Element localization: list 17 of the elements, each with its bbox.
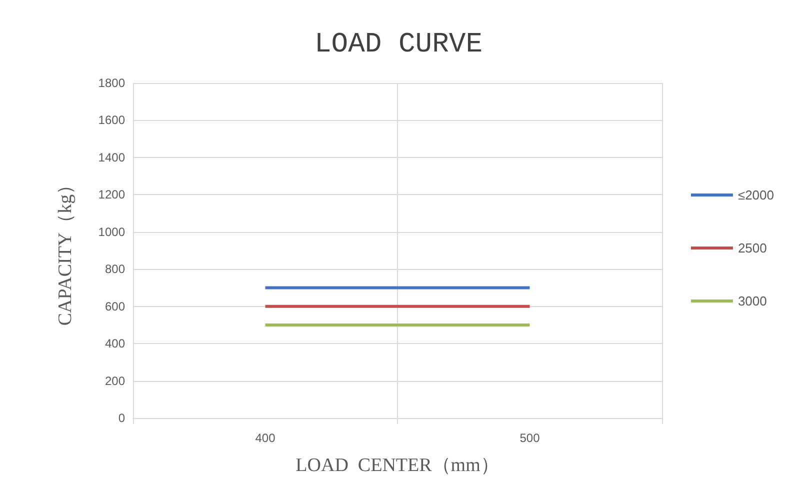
legend-label: 2500 [738, 240, 767, 256]
y-tick-label: 1600 [98, 113, 126, 128]
y-tick-label: 800 [104, 262, 126, 276]
y-tick-label: 1800 [98, 76, 126, 90]
y-tick-label: 1400 [98, 150, 126, 164]
x-tick-label: 500 [520, 431, 540, 445]
y-tick-label: 1200 [98, 188, 126, 202]
legend-label: ≤2000 [738, 188, 774, 202]
y-tick-label: 0 [118, 411, 126, 425]
legend-label: 3000 [738, 294, 767, 308]
y-tick-label: 400 [104, 336, 126, 351]
chart-title: LOAD CURVE [314, 30, 483, 60]
y-axis-title: CAPACITY（kg） [55, 175, 76, 326]
y-tick-label: 600 [104, 299, 126, 314]
x-axis-title: LOAD CENTER（mm） [296, 455, 500, 476]
y-tick-label: 200 [104, 374, 126, 388]
y-tick-label: 1000 [98, 224, 126, 239]
